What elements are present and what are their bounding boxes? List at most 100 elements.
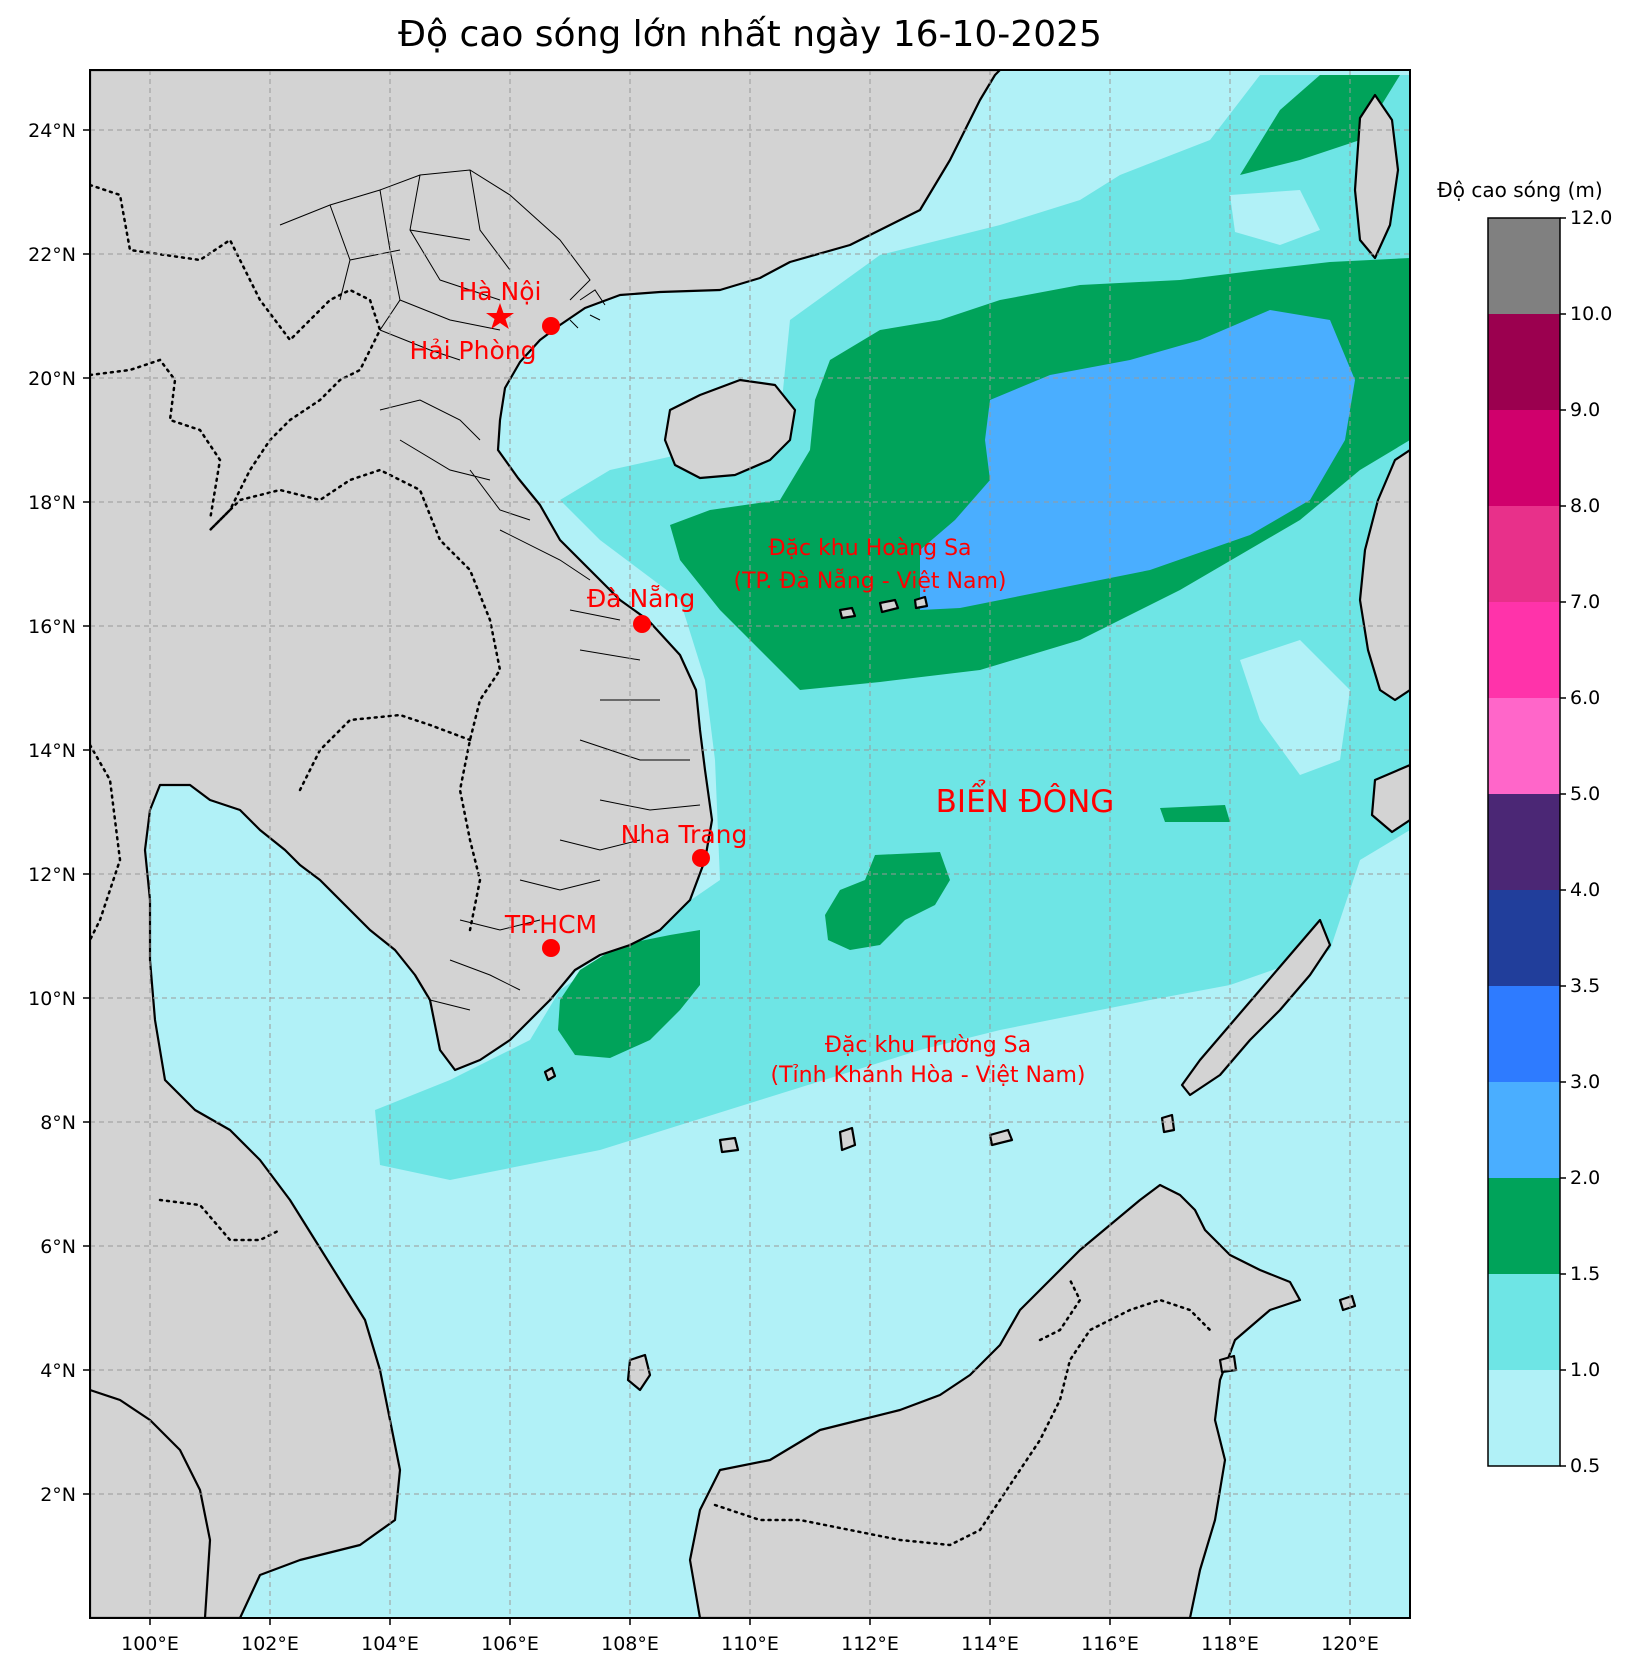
city-label-haiphong: Hải Phòng (410, 336, 537, 365)
land-con-dao (543, 1066, 557, 1082)
land-island (988, 1128, 1014, 1147)
land-hainan (663, 378, 797, 480)
country-border (298, 713, 472, 792)
colorbar-segment (1488, 1274, 1560, 1370)
colorbar-level-label: 1.5 (1570, 1263, 1600, 1285)
land-natuna (626, 1353, 652, 1392)
land-island (838, 1126, 857, 1152)
colorbar-segment (1488, 986, 1560, 1082)
lat-label: 14°N (28, 740, 76, 762)
colorbar-level-label: 1.0 (1570, 1359, 1600, 1381)
land-island (878, 598, 900, 614)
colorbar-segment (1488, 506, 1560, 602)
lon-label: 112°E (841, 1633, 899, 1655)
wave-band-0-5-1-0-pocket (1230, 190, 1320, 245)
colorbar-level-label: 4.0 (1570, 879, 1600, 901)
gridlines (90, 70, 1410, 1618)
hanoi-star-marker (486, 303, 514, 329)
land-island (1338, 1294, 1357, 1312)
city-label-nhatrang: Nha Trang (621, 820, 748, 849)
map-title: Độ cao sóng lớn nhất ngày 16-10-2025 (398, 14, 1102, 55)
colorbar-level-label: 10.0 (1570, 303, 1612, 325)
lat-label: 2°N (40, 1484, 76, 1506)
lat-label: 6°N (40, 1236, 76, 1258)
lat-label: 4°N (40, 1360, 76, 1382)
city-label-hanoi: Hà Nội (458, 277, 541, 306)
colorbar-level-label: 0.5 (1570, 1455, 1600, 1477)
colorbar-segment (1488, 794, 1560, 890)
colorbar-segment (1488, 410, 1560, 506)
colorbar-segment (1488, 602, 1560, 698)
lat-label: 18°N (28, 492, 76, 514)
truong-sa-label-line1: Đặc khu Trường Sa (825, 1033, 1031, 1058)
colorbar-segment (1488, 1178, 1560, 1274)
land-luzon (1358, 448, 1410, 702)
tphcm-dot-marker (542, 939, 560, 957)
lat-label: 16°N (28, 616, 76, 638)
colorbar-level-label: 12.0 (1570, 207, 1612, 229)
country-border (90, 358, 222, 522)
colorbar-level-label: 7.0 (1570, 591, 1600, 613)
city-label-tphcm: TP.HCM (504, 910, 597, 939)
colorbar-segment (1488, 698, 1560, 794)
colorbar-level-label: 6.0 (1570, 687, 1600, 709)
lon-label: 116°E (1081, 1633, 1139, 1655)
lat-label: 10°N (28, 988, 76, 1010)
lat-label: 24°N (28, 120, 76, 142)
land-island (913, 595, 929, 610)
lat-label: 22°N (28, 244, 76, 266)
colorbar-segment (1488, 314, 1560, 410)
land-mindoro (1370, 763, 1410, 834)
colorbar-frame (1487, 217, 1561, 1467)
colorbar (1487, 217, 1566, 1467)
country-border (90, 743, 122, 942)
hoang-sa-label-line1: Đặc khu Hoàng Sa (768, 536, 971, 561)
truong-sa-label-line2: (Tỉnh Khánh Hòa - Việt Nam) (771, 1063, 1086, 1088)
land-palawan (1180, 918, 1332, 1097)
lon-label: 110°E (721, 1633, 779, 1655)
lon-label: 100°E (121, 1633, 179, 1655)
colorbar-level-label: 2.0 (1570, 1167, 1600, 1189)
colorbar-title: Độ cao sóng (m) (1437, 178, 1603, 202)
latitude-labels: 2°N 4°N 6°N 8°N 10°N 12°N 14°N 16°N 18°N… (28, 120, 76, 1506)
lat-label: 20°N (28, 368, 76, 390)
colorbar-level-label: 8.0 (1570, 495, 1600, 517)
country-border (713, 1298, 1212, 1547)
land-taiwan (1353, 93, 1400, 260)
wave-band-1-5-2-0 (1240, 75, 1400, 175)
land-island (838, 606, 857, 620)
lon-label: 108°E (601, 1633, 659, 1655)
nhatrang-dot-marker (692, 849, 710, 867)
country-border (90, 183, 502, 932)
halong-islands (569, 289, 606, 329)
country-border (1038, 1278, 1082, 1342)
lon-label: 118°E (1201, 1633, 1259, 1655)
wave-band-1-5-2-0 (825, 852, 950, 950)
land-island (718, 1136, 740, 1154)
map-area: Hà Nội Hải Phòng Đà Nẵng Nha Trang TP.HC… (90, 70, 1410, 1618)
sea-name-label: BIỂN ĐÔNG (936, 779, 1115, 820)
colorbar-level-label: 3.5 (1570, 975, 1600, 997)
wave-band-1-5-2-0 (1160, 805, 1230, 822)
colorbar-segment (1488, 1370, 1560, 1466)
longitude-labels: 100°E 102°E 104°E 106°E 108°E 110°E 112°… (121, 1633, 1379, 1655)
haiphong-dot-marker (542, 317, 560, 335)
hoang-sa-label-line2: (TP. Đà Nẵng - Việt Nam) (734, 568, 1007, 594)
colorbar-level-label: 5.0 (1570, 783, 1600, 805)
colorbar-level-label: 3.0 (1570, 1071, 1600, 1093)
lat-label: 12°N (28, 864, 76, 886)
lon-label: 114°E (961, 1633, 1019, 1655)
colorbar-labels: 0.5 1.0 1.5 2.0 3.0 3.5 4.0 5.0 6.0 7.0 … (1570, 207, 1612, 1477)
lon-label: 106°E (481, 1633, 539, 1655)
colorbar-level-label: 9.0 (1570, 399, 1600, 421)
wave-band-0-5-1-0-pocket (1240, 640, 1350, 775)
land-island (1160, 1113, 1176, 1134)
danang-dot-marker (633, 615, 651, 633)
land-indochina (90, 70, 1002, 1618)
lon-label: 104°E (361, 1633, 419, 1655)
country-border (158, 1198, 282, 1242)
lon-label: 102°E (241, 1633, 299, 1655)
colorbar-segment (1488, 890, 1560, 986)
city-label-danang: Đà Nẵng (587, 584, 695, 613)
